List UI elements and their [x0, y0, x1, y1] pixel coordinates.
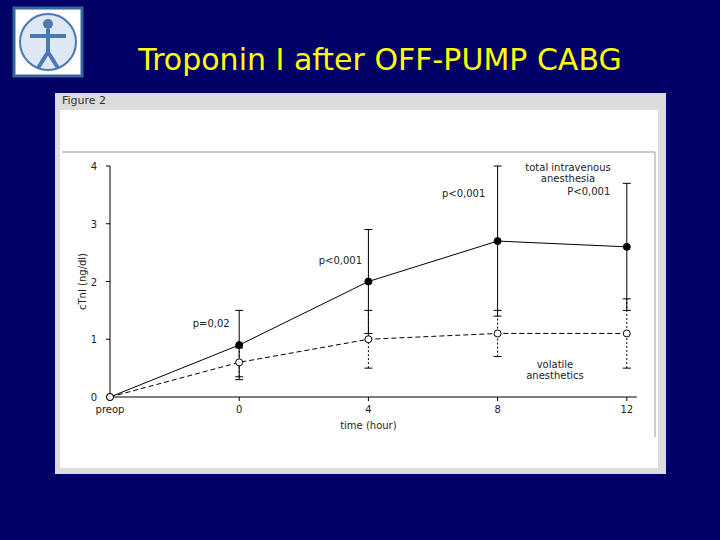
error-bar [364, 310, 372, 368]
logo-figure [30, 29, 66, 68]
series-label-line: anesthesia [541, 173, 595, 184]
error-cap [235, 310, 243, 311]
y-axis-label: cTnI (ng/dl) [77, 253, 88, 310]
marker [107, 394, 114, 401]
x-tick [626, 397, 627, 401]
error-cap [623, 183, 631, 184]
y-tick-label: 0 [91, 392, 97, 403]
figure-area [60, 110, 658, 468]
error-cap [494, 356, 502, 357]
error-cap [364, 333, 372, 334]
x-tick-label: 0 [236, 404, 242, 415]
error-bar [494, 310, 502, 356]
series-label: total intravenousanesthesia [525, 162, 610, 184]
x-axis-label: time (hour) [340, 420, 397, 431]
x-tick [239, 397, 240, 401]
series-label-line: anesthetics [526, 370, 584, 381]
marker [107, 394, 114, 401]
marker [494, 330, 501, 337]
x-tick [368, 397, 369, 401]
marker [623, 243, 630, 250]
annotation: p<0,001 [319, 255, 362, 266]
logo-circle [20, 14, 76, 70]
logo-frame [14, 8, 82, 76]
marker [236, 359, 243, 366]
series-line [110, 241, 627, 397]
error-bar [623, 299, 631, 368]
annotation: p<0,001 [442, 188, 485, 199]
x-tick-label: preop [96, 404, 125, 415]
marker [623, 330, 630, 337]
series-label: volatileanesthetics [526, 359, 584, 381]
y-tick-label: 3 [91, 219, 97, 230]
error-cap [235, 347, 243, 348]
error-cap [494, 310, 502, 311]
error-bar [494, 166, 502, 316]
error-cap [364, 310, 372, 311]
y-tick [106, 166, 110, 167]
x-tick [497, 397, 498, 401]
series-label-line: volatile [537, 359, 574, 370]
error-cap [235, 379, 243, 380]
marker [365, 336, 372, 343]
figure-panel [55, 93, 666, 474]
marker [494, 238, 501, 245]
title: Troponin I after OFF-PUMP CABG [137, 42, 621, 77]
figure-label: Figure 2 [62, 94, 106, 107]
error-bar [235, 348, 243, 377]
x-tick-label: 12 [620, 404, 633, 415]
error-cap [494, 166, 502, 167]
y-tick [106, 223, 110, 224]
error-bar [235, 310, 243, 379]
annotation: P<0,001 [567, 186, 610, 197]
x-axis [110, 397, 637, 398]
y-tick-label: 1 [91, 334, 97, 345]
slide: Troponin I after OFF-PUMP CABG Figure 2 0 1… [0, 0, 720, 540]
x-tick-label: 8 [494, 404, 500, 415]
error-cap [364, 368, 372, 369]
y-tick [106, 281, 110, 282]
plot-marks [106, 166, 631, 401]
error-cap [623, 368, 631, 369]
y-tick-label: 2 [91, 277, 97, 288]
error-bar [623, 183, 631, 310]
x-tick-label: 4 [365, 404, 371, 415]
marker [365, 278, 372, 285]
logo-head [43, 19, 53, 29]
logo [14, 8, 82, 76]
y-tick-label: 4 [91, 161, 97, 172]
plot-frame [62, 152, 655, 437]
error-cap [623, 298, 631, 299]
series-line [110, 333, 627, 397]
error-cap [364, 229, 372, 230]
marker [236, 342, 243, 349]
y-tick [106, 339, 110, 340]
annotation: p=0,02 [193, 318, 230, 329]
error-cap [235, 376, 243, 377]
error-bar [364, 230, 372, 334]
series-label-line: total intravenous [525, 162, 610, 173]
